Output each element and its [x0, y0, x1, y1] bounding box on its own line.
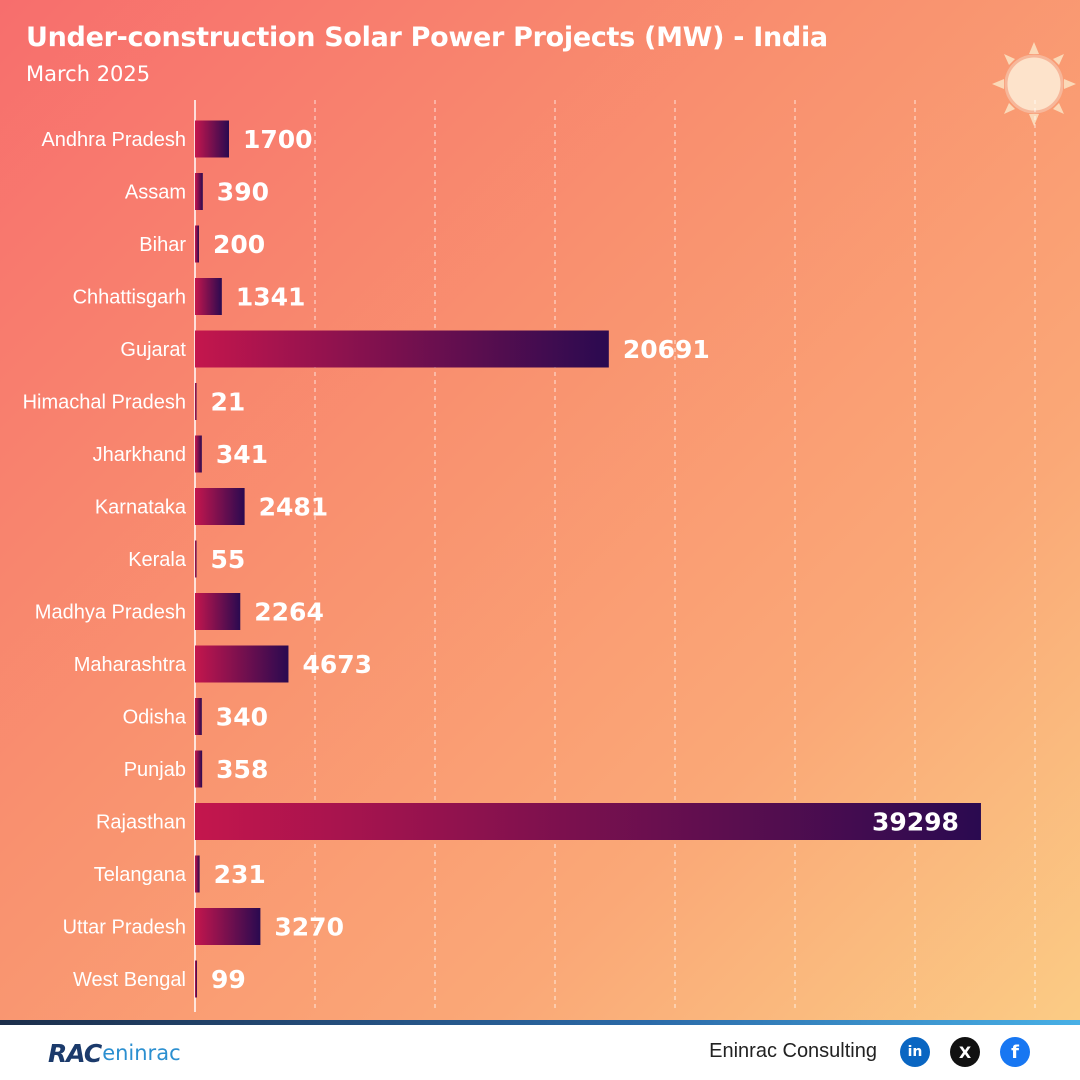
value-label: 341	[216, 440, 268, 469]
category-label: Himachal Pradesh	[23, 392, 186, 414]
category-label: Kerala	[128, 549, 187, 571]
value-label: 200	[213, 230, 265, 259]
category-label: Gujarat	[120, 339, 186, 361]
facebook-icon[interactable]: f	[1000, 1037, 1030, 1067]
value-label: 39298	[872, 808, 959, 837]
category-label: Maharashtra	[74, 654, 187, 676]
value-label: 358	[216, 755, 268, 784]
category-label: Uttar Pradesh	[63, 917, 186, 939]
category-label: Jharkhand	[93, 444, 186, 466]
bar	[195, 173, 203, 210]
bar	[195, 330, 609, 368]
category-label: Bihar	[139, 234, 186, 256]
sun-icon	[992, 42, 1076, 126]
chart-subtitle: March 2025	[26, 62, 151, 86]
bar	[195, 540, 197, 578]
value-label: 1341	[236, 283, 306, 312]
bar	[195, 120, 229, 158]
category-label: Punjab	[124, 759, 186, 781]
bars: Andhra Pradesh 1700 Assam 390 Bihar 200 Chhatt…	[23, 120, 981, 998]
value-label: 3270	[274, 913, 344, 942]
category-label: Madhya Pradesh	[35, 602, 186, 624]
bar-chart: Andhra Pradesh 1700 Assam 390 Bihar 200 Chhatt…	[23, 100, 1036, 1012]
value-label: 2481	[259, 493, 329, 522]
category-label: Andhra Pradesh	[41, 129, 186, 151]
bar	[195, 278, 222, 315]
bar	[195, 750, 203, 788]
value-label: 99	[211, 965, 246, 994]
bar	[195, 645, 289, 683]
brand-name: Eninrac Consulting	[709, 1040, 877, 1062]
chart-title: Under-construction Solar Power Projects …	[26, 22, 828, 53]
category-label: Karnataka	[95, 497, 187, 519]
bar	[195, 593, 241, 630]
value-label: 21	[211, 388, 246, 417]
value-label: 4673	[302, 650, 372, 679]
bar	[195, 435, 202, 473]
bar	[195, 960, 197, 998]
value-label: 340	[216, 703, 268, 732]
footer: RAC eninrac Eninrac Consulting in X f	[0, 1025, 1080, 1080]
logo-eninrac-text: eninrac	[102, 1041, 181, 1065]
value-label: 20691	[623, 335, 710, 364]
linkedin-icon[interactable]: in	[900, 1037, 930, 1067]
logo-rac-text: RAC	[48, 1038, 102, 1068]
grid-lines	[314, 100, 1036, 1012]
category-label: West Bengal	[73, 969, 186, 991]
value-label: 390	[217, 178, 269, 207]
bar	[195, 803, 981, 840]
bar	[195, 908, 261, 945]
bar	[195, 383, 197, 420]
footer-divider	[0, 1020, 1080, 1025]
bar	[195, 488, 245, 525]
bar	[195, 225, 199, 263]
category-label: Chhattisgarh	[73, 287, 186, 309]
value-label: 55	[211, 545, 246, 574]
value-label: 1700	[243, 125, 313, 154]
category-label: Odisha	[123, 707, 187, 729]
bar	[195, 698, 202, 735]
category-label: Telangana	[94, 864, 187, 886]
value-label: 2264	[254, 598, 324, 627]
bar	[195, 855, 200, 893]
x-icon[interactable]: X	[950, 1037, 980, 1067]
eninrac-logo: RAC eninrac	[48, 1035, 181, 1071]
value-label: 231	[214, 860, 266, 889]
category-label: Rajasthan	[96, 812, 186, 834]
category-label: Assam	[125, 182, 186, 204]
